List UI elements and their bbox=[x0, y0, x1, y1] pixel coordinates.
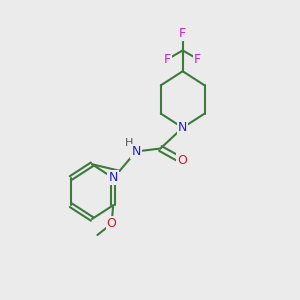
Text: H: H bbox=[125, 138, 134, 148]
Text: O: O bbox=[177, 154, 187, 167]
Text: F: F bbox=[164, 52, 171, 66]
Text: O: O bbox=[107, 217, 117, 230]
Text: N: N bbox=[109, 171, 118, 184]
Text: N: N bbox=[178, 121, 188, 134]
Text: N: N bbox=[131, 145, 141, 158]
Text: F: F bbox=[194, 52, 201, 66]
Text: F: F bbox=[179, 27, 186, 40]
